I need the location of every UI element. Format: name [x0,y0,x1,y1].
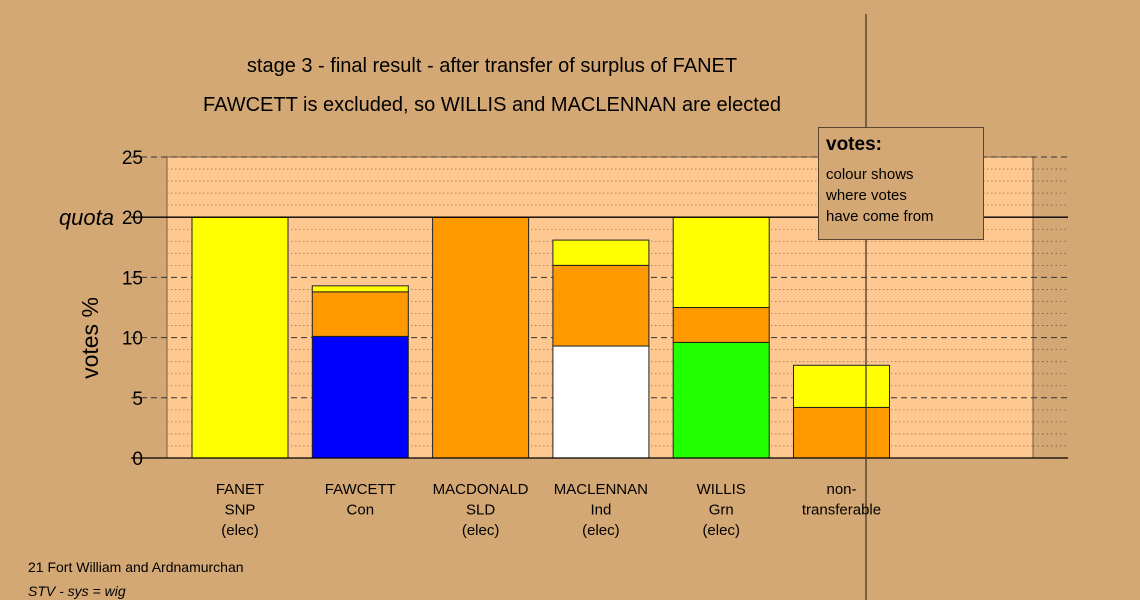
category-label: FAWCETT [325,481,396,498]
bar [432,216,530,459]
category-label: non- [826,481,856,498]
category-labels: FANET SNP (elec) FAWCETT Con MACDONALD SLD (ele… [216,481,881,539]
legend: votes: colour shows where votes have com… [818,127,984,240]
bar [672,216,770,459]
chart-title: stage 3 - final result - after transfer … [247,55,737,77]
chart-subtitle: FAWCETT is excluded, so WILLIS and MACLE… [203,94,781,116]
y-tick-label: 10 [122,329,143,350]
category-label: Con [347,502,375,519]
y-tick-label: 5 [132,389,143,410]
category-label: MACLENNAN [554,481,648,498]
bar-segment [552,239,650,266]
bar-segment [793,364,890,408]
y-axis-label: votes % [77,297,103,379]
legend-title: votes: [826,134,882,155]
bar-segment [311,291,409,337]
category-label: (elec) [462,522,500,539]
category-label: transferable [802,502,881,519]
footer-constituency: 21 Fort William and Ardnamurchan [28,559,244,575]
y-tick-label: 15 [122,268,143,289]
legend-line: colour shows [826,166,914,183]
bar-segment [552,264,650,347]
footer-system: STV - sys = wig [28,583,126,599]
category-label: (elec) [221,522,259,539]
bar [311,285,409,459]
bar-segment [311,285,409,293]
y-tick-label: 25 [122,148,143,169]
bars [191,216,890,459]
bar-segment [432,216,530,459]
y-tick-label: 20 [122,208,143,229]
category-label: (elec) [702,522,740,539]
bar-segment [672,341,770,459]
bar-segment [552,345,650,459]
bar-segment [311,335,409,459]
category-label: Ind [590,502,611,519]
bar [793,364,890,459]
legend-line: where votes [826,187,907,204]
bar-segment [793,406,890,459]
category-label: (elec) [582,522,620,539]
bar-segment [672,216,770,308]
category-label: SLD [466,502,495,519]
y-tick-labels: 0 5 10 15 20 25 [122,148,143,470]
legend-line: have come from [826,208,934,225]
quota-label: quota [59,205,114,230]
bar [552,239,650,459]
category-label: SNP [225,502,256,519]
y-tick-label: 0 [132,449,143,470]
bar-segment [191,216,289,459]
category-label: FANET [216,481,264,498]
category-label: WILLIS [697,481,746,498]
bar-segment [672,307,770,343]
category-label: Grn [709,502,734,519]
category-label: MACDONALD [433,481,529,498]
bar [191,216,289,459]
